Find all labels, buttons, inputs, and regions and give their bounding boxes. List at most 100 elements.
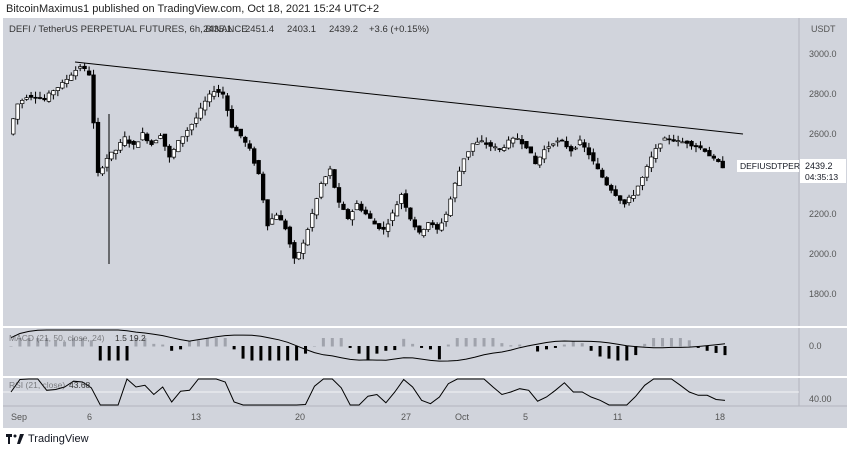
candle-body xyxy=(180,136,185,144)
trendline[interactable] xyxy=(74,61,744,135)
candle-body xyxy=(283,220,288,230)
candle-body xyxy=(390,212,395,221)
candle-body xyxy=(435,224,440,230)
macd-histogram-bar xyxy=(553,346,557,348)
candle-body xyxy=(363,209,368,215)
macd-histogram-bar xyxy=(18,338,22,347)
price-pane[interactable] xyxy=(3,18,799,326)
candle-body xyxy=(131,141,136,145)
macd-histogram-bar xyxy=(500,343,504,347)
publisher-text: BitcoinMaximus1 published on TradingView… xyxy=(6,3,380,15)
macd-histogram-bar xyxy=(312,346,316,347)
candle-body xyxy=(33,96,38,99)
candle-body xyxy=(194,117,199,124)
candle-body xyxy=(37,97,43,99)
candle-body xyxy=(568,146,574,152)
candle-body xyxy=(426,222,431,230)
macd-histogram-bar xyxy=(188,341,191,347)
currency-label: USDT xyxy=(811,24,836,34)
time-tick-label: 27 xyxy=(401,412,411,422)
candle-body xyxy=(551,143,556,146)
candle-body xyxy=(716,159,721,162)
candle-body xyxy=(220,91,226,95)
macd-histogram-bar xyxy=(384,346,388,351)
macd-histogram-bar xyxy=(518,344,522,347)
candle-body xyxy=(341,203,346,210)
candle-body xyxy=(609,185,614,191)
macd-histogram-bar xyxy=(241,346,245,359)
macd-histogram-bar xyxy=(482,338,486,347)
candle-body xyxy=(524,141,529,149)
candle-body xyxy=(484,142,489,145)
price-tick-label: 2600.0 xyxy=(809,129,837,139)
candle-body xyxy=(318,183,324,198)
macd-histogram-bar xyxy=(509,345,513,347)
macd-histogram-bar xyxy=(536,346,540,352)
candle-body xyxy=(649,156,654,169)
candle-body xyxy=(506,139,511,149)
candle-body xyxy=(332,169,337,188)
candle-body xyxy=(118,142,123,151)
candle-body xyxy=(269,218,275,225)
macd-histogram-bar xyxy=(375,346,379,354)
candle-body xyxy=(278,215,284,221)
candle-body xyxy=(377,223,382,229)
candle-body xyxy=(667,138,672,141)
macd-histogram-bar xyxy=(357,346,361,354)
macd-histogram-bar xyxy=(634,346,638,356)
macd-histogram-bar xyxy=(428,346,432,350)
candle-body xyxy=(640,177,645,186)
candle-body xyxy=(144,133,150,142)
macd-histogram-bar xyxy=(125,346,129,361)
candle-body xyxy=(327,168,333,177)
macd-histogram-bar xyxy=(607,346,611,359)
candle-body xyxy=(260,173,266,201)
macd-histogram-bar xyxy=(268,346,272,361)
candle-body xyxy=(613,189,618,196)
candle-body xyxy=(176,140,181,153)
candle-body xyxy=(470,143,476,152)
candle-body xyxy=(408,207,413,220)
price-tick-label: 2200.0 xyxy=(809,209,837,219)
candle-body xyxy=(122,136,127,146)
candle-body xyxy=(595,163,600,170)
macd-histogram-bar xyxy=(54,341,58,347)
chart-frame[interactable]: 3000.02800.02600.02400.02200.02000.01800… xyxy=(3,18,847,428)
chart-svg[interactable]: 3000.02800.02600.02400.02200.02000.01800… xyxy=(3,18,847,428)
macd-histogram-bar xyxy=(723,346,727,356)
candle-body xyxy=(100,167,105,175)
candle-body xyxy=(78,66,83,69)
candle-body xyxy=(421,229,426,237)
last-price-tag xyxy=(800,159,846,183)
candle-body xyxy=(51,90,56,96)
macd-histogram-bar xyxy=(687,340,691,347)
time-axis-ticks: Sep 6 13 20 27 Oct 5 11 18 xyxy=(11,412,725,422)
macd-histogram-bar xyxy=(437,346,441,360)
candle-body xyxy=(314,198,319,216)
candle-body xyxy=(501,147,507,151)
candle-body xyxy=(354,203,359,211)
time-tick-label: 6 xyxy=(87,412,92,422)
macd-histogram-bar xyxy=(652,338,656,347)
candle-body xyxy=(292,242,297,259)
macd-histogram-bar xyxy=(63,341,67,347)
candle-body xyxy=(452,182,458,199)
macd-pane[interactable] xyxy=(3,328,799,376)
price-tick-label: 2800.0 xyxy=(809,89,837,99)
macd-histogram-bar xyxy=(71,338,75,347)
countdown: 04:35:13 xyxy=(805,172,838,182)
candle-body xyxy=(252,148,257,164)
macd-histogram-bar xyxy=(259,346,263,361)
symbol-title: DEFI / TetherUS PERPETUAL FUTURES, 6h, B… xyxy=(9,24,248,35)
candle-body xyxy=(225,95,230,111)
macd-histogram-bar xyxy=(45,338,49,347)
macd-histogram-bar xyxy=(143,338,147,347)
macd-histogram-bar xyxy=(348,346,352,348)
candles-group xyxy=(11,63,725,264)
macd-histogram-bar xyxy=(473,338,477,347)
macd-histogram-bar xyxy=(455,338,459,347)
ohlc-low: 2403.1 xyxy=(287,24,316,35)
candle-body xyxy=(301,242,306,254)
candle-body xyxy=(461,158,467,172)
candle-body xyxy=(162,133,168,147)
